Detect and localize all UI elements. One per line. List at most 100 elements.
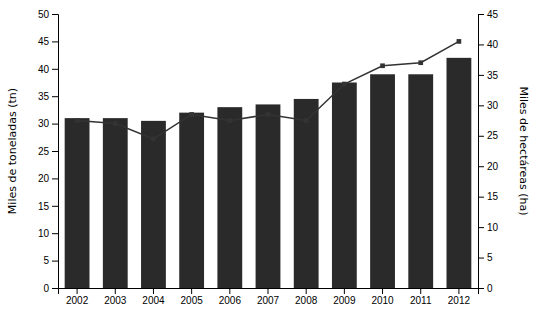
plot: 2002 2003 2004 2005 2006 2007 2008 2009 2010 2011… — [38, 9, 499, 306]
line — [77, 41, 459, 138]
tick-label: 2004 — [142, 295, 165, 306]
tick: 2010 — [371, 288, 394, 306]
tick-label: 2010 — [371, 295, 394, 306]
tick: 2003 — [104, 288, 127, 306]
tick-mark — [52, 261, 58, 262]
y2-axis-title: Miles de hectáreas (ha) — [517, 87, 530, 216]
tick-label: 40 — [487, 39, 499, 50]
bar — [141, 121, 166, 288]
tick-label: 2002 — [66, 295, 89, 306]
tick-label: 45 — [38, 36, 50, 47]
tick-mark — [478, 136, 484, 137]
marker — [418, 60, 423, 65]
tick: 15 — [478, 191, 499, 202]
marker — [75, 118, 80, 123]
tick: 40 — [478, 39, 499, 50]
x-axis: 2002 2003 2004 2005 2006 2007 2008 2009 2010 2011… — [59, 288, 479, 306]
tick-mark — [153, 288, 154, 294]
bar — [103, 118, 128, 288]
tick: 2002 — [66, 288, 89, 306]
tick-mark — [478, 75, 484, 76]
tick-label: 15 — [487, 191, 499, 202]
y2-axis: 051015202530354045 — [478, 9, 499, 294]
bar — [179, 113, 204, 288]
marker — [113, 121, 118, 126]
tick: 2005 — [181, 288, 204, 306]
tick-mark — [478, 14, 484, 15]
tick-label: 2007 — [257, 295, 280, 306]
tick: 35 — [478, 70, 499, 81]
tick-mark — [478, 258, 484, 259]
tick: 45 — [38, 36, 58, 47]
tick: 10 — [478, 222, 499, 233]
tick-label: 25 — [38, 146, 50, 157]
tick-mark — [478, 105, 484, 106]
tick-mark — [478, 166, 484, 167]
bar — [217, 107, 242, 288]
tick: 2004 — [142, 288, 165, 306]
tick-label: 5 — [487, 252, 493, 263]
tick-mark — [52, 14, 58, 15]
tick-mark — [52, 124, 58, 125]
tick-label: 25 — [487, 130, 499, 141]
bar — [370, 74, 395, 288]
marker — [304, 118, 309, 123]
marks — [65, 39, 472, 288]
tick-label: 10 — [487, 222, 499, 233]
tick-label: 2008 — [295, 295, 318, 306]
tick: 15 — [38, 201, 58, 212]
tick-mark — [458, 288, 459, 294]
tick: 5 — [43, 255, 58, 266]
tick: 2008 — [295, 288, 318, 306]
tick-mark — [344, 288, 345, 294]
tick: 30 — [38, 118, 58, 129]
tick: 50 — [38, 9, 58, 20]
tick-label: 30 — [38, 118, 50, 129]
bar — [332, 83, 357, 289]
tick-mark — [229, 288, 230, 294]
bar — [256, 104, 281, 288]
axis-line — [52, 15, 59, 289]
y-axis: 05101520253035404550 — [38, 9, 59, 294]
tick-label: 30 — [487, 100, 499, 111]
chart: 2002 2003 2004 2005 2006 2007 2008 2009 2010 2011… — [0, 0, 536, 316]
tick: 10 — [38, 228, 58, 239]
tick-label: 2009 — [333, 295, 356, 306]
y-axis-title: Miles de toneladas (tn) — [6, 88, 19, 214]
tick: 45 — [478, 9, 499, 20]
tick: 35 — [38, 91, 58, 102]
tick-mark — [191, 288, 192, 294]
marker — [380, 63, 385, 68]
tick-mark — [52, 151, 58, 152]
marker — [227, 118, 232, 123]
marker — [342, 82, 347, 87]
tick-label: 2006 — [219, 295, 242, 306]
tick-mark — [52, 69, 58, 70]
tick-mark — [52, 178, 58, 179]
tick-label: 2003 — [104, 295, 127, 306]
marker — [189, 112, 194, 117]
tick-label: 0 — [487, 283, 493, 294]
tick-label: 35 — [38, 91, 50, 102]
tick-mark — [478, 227, 484, 228]
tick-mark — [52, 288, 58, 289]
tick: 0 — [478, 283, 493, 294]
bar — [65, 118, 90, 288]
axis-line — [479, 15, 485, 289]
tick-label: 40 — [38, 64, 50, 75]
tick: 2011 — [410, 288, 432, 306]
tick-label: 5 — [43, 255, 49, 266]
tick-label: 0 — [43, 283, 49, 294]
tick: 25 — [478, 130, 499, 141]
tick-mark — [52, 41, 58, 42]
tick-mark — [478, 44, 484, 45]
tick: 40 — [38, 64, 58, 75]
tick-label: 2012 — [448, 295, 471, 306]
tick-mark — [382, 288, 383, 294]
bar — [294, 99, 319, 288]
tick-label: 15 — [38, 201, 50, 212]
bar-series — [65, 58, 472, 288]
line-series — [75, 39, 462, 141]
tick-mark — [52, 233, 58, 234]
tick-mark — [115, 288, 116, 294]
